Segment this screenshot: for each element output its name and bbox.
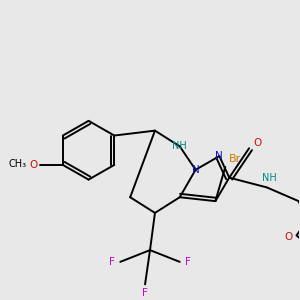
Text: N: N bbox=[215, 151, 223, 161]
Text: CH₃: CH₃ bbox=[8, 159, 26, 169]
Text: F: F bbox=[185, 257, 191, 267]
Text: NH: NH bbox=[172, 141, 187, 151]
Text: Br: Br bbox=[229, 154, 241, 164]
Text: O: O bbox=[285, 232, 293, 242]
Text: F: F bbox=[142, 288, 148, 298]
Text: O: O bbox=[29, 160, 37, 170]
Text: N: N bbox=[192, 165, 200, 175]
Text: NH: NH bbox=[262, 172, 276, 183]
Text: F: F bbox=[110, 257, 115, 267]
Text: O: O bbox=[253, 138, 261, 148]
